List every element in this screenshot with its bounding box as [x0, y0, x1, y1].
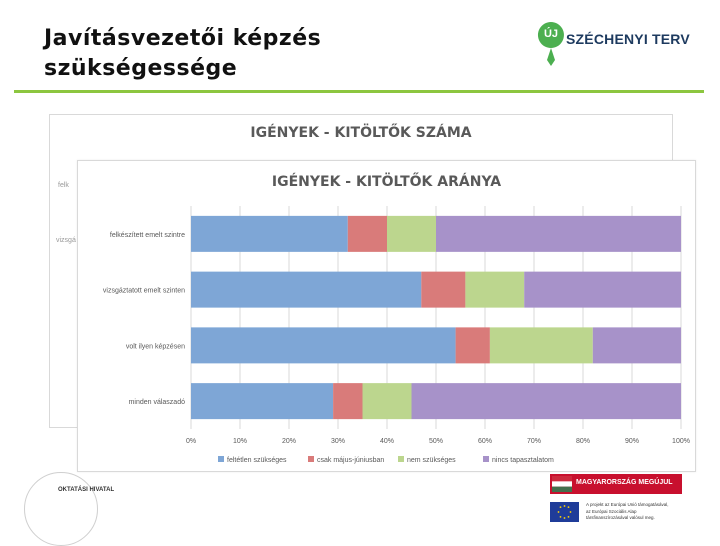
legend-swatch	[483, 456, 489, 462]
x-tick-label: 50%	[429, 438, 443, 445]
magyarorszag-megujul-badge	[550, 474, 682, 494]
x-tick-label: 10%	[233, 438, 247, 445]
legend-swatch	[218, 456, 224, 462]
x-tick-label: 90%	[625, 438, 639, 445]
logo-badge: ÚJ	[543, 28, 559, 40]
bar-segment	[436, 215, 681, 252]
x-tick-label: 60%	[478, 438, 492, 445]
category-label: felkészített emelt szintre	[110, 232, 185, 239]
slide-title: Javításvezetői képzés szükségessége	[44, 24, 321, 84]
category-label: minden válaszadó	[129, 399, 186, 406]
back-chart-label-1: felk	[58, 182, 69, 189]
bar-segment	[455, 327, 490, 364]
bar-segment	[191, 383, 334, 420]
category-label: vizsgáztatott emelt szinten	[103, 288, 185, 295]
slide-title-line-1: Javításvezetői képzés	[44, 26, 322, 51]
legend-label: nem szükséges	[407, 457, 456, 464]
bar-segment	[421, 271, 466, 308]
bar-segment	[411, 383, 681, 420]
bar-segment	[362, 383, 412, 420]
legend-swatch	[308, 456, 314, 462]
oktatasi-hivatal-logo-circle	[24, 472, 98, 546]
bar-segment	[489, 327, 593, 364]
eu-funding-line-2: az Európai Szociális Alap	[586, 508, 637, 514]
bar-segment	[465, 271, 525, 308]
category-label: volt ilyen képzésen	[126, 343, 185, 350]
bar-segment	[191, 215, 348, 252]
legend-label: feltétlen szükséges	[227, 457, 287, 464]
eu-flag-icon	[550, 502, 579, 522]
szechenyi-logo	[537, 22, 564, 66]
bar-segment	[191, 271, 422, 308]
logo-text: SZÉCHENYI TERV	[566, 31, 690, 47]
x-tick-label: 0%	[186, 438, 196, 445]
chart-title: IGÉNYEK - KITÖLTŐK ARÁNYA	[271, 174, 502, 190]
x-tick-label: 20%	[282, 438, 296, 445]
oktatasi-hivatal-label: OKTATÁSI HIVATAL	[58, 487, 115, 493]
eu-funding-text: A projekt az Európai Unió támogatásával,…	[586, 502, 686, 522]
title-divider	[14, 90, 704, 93]
eu-funding-line-3: társfinanszírozásával valósul meg.	[586, 515, 655, 520]
legend-label: csak május-júniusban	[317, 457, 384, 464]
hungarian-flag-icon	[552, 476, 572, 492]
back-chart-label-2: vizsgá	[56, 237, 76, 244]
x-tick-label: 80%	[576, 438, 590, 445]
bar-segment	[387, 215, 436, 252]
x-tick-label: 30%	[331, 438, 345, 445]
chart-plot: 0% 10% 20% 30% 40% 50% 60% 70% 80% 90% 100% felkész…	[103, 206, 690, 464]
x-tick-label: 70%	[527, 438, 541, 445]
bar-segment	[333, 383, 363, 420]
legend-swatch	[398, 456, 404, 462]
front-chart-card: IGÉNYEK - KITÖLTŐK ARÁNYA 0% 10% 20% 30% 40%…	[77, 160, 696, 472]
logo-pin-icon	[537, 22, 564, 66]
eu-funding-line-1: A projekt az Európai Unió támogatásával,	[586, 502, 669, 507]
back-chart-title: IGÉNYEK - KITÖLTŐK SZÁMA	[250, 125, 472, 141]
bar-segment	[191, 327, 456, 364]
magyarorszag-megujul-label: MAGYARORSZÁG MEGÚJUL	[576, 479, 673, 486]
bar-segment	[592, 327, 681, 364]
x-tick-label: 100%	[672, 438, 690, 445]
x-tick-label: 40%	[380, 438, 394, 445]
bar-segment	[524, 271, 681, 308]
legend-label: nincs tapasztalatom	[492, 457, 554, 464]
bar-segment	[347, 215, 387, 252]
slide-title-line-2: szükségessége	[44, 56, 238, 81]
